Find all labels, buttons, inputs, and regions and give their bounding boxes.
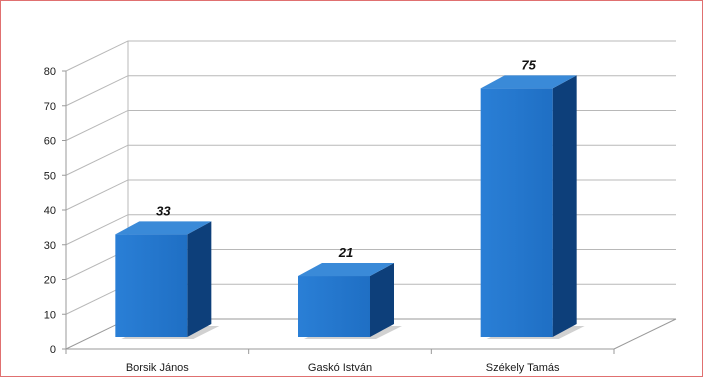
bar (298, 276, 370, 337)
gridline (65, 144, 676, 176)
x-tick-label: Székely Tamás (486, 362, 560, 374)
gridline (65, 75, 676, 107)
gridline (65, 40, 676, 72)
floor-right-edge (613, 318, 677, 350)
bar-top (115, 221, 212, 235)
bar-side (370, 263, 394, 337)
bar-top (480, 75, 577, 89)
y-tick-label: 50 (44, 170, 56, 182)
x-tick-label: Borsik János (126, 362, 189, 374)
labels-layer: 0 10 20 30 40 50 60 70 80 33 Borsik János 21 Gaskó I… (44, 57, 560, 374)
x-tick-label: Gaskó István (308, 362, 372, 374)
bar-top (298, 263, 394, 277)
y-tick-label: 30 (44, 240, 56, 252)
bars-layer (115, 75, 585, 339)
bar (115, 234, 188, 337)
y-tick-label: 60 (44, 136, 56, 148)
y-tick-label: 0 (50, 344, 56, 356)
gridline (65, 110, 676, 141)
bar (480, 88, 553, 337)
y-tick-label: 40 (44, 205, 56, 217)
data-label: 21 (338, 245, 353, 260)
bar-side (187, 221, 212, 337)
data-label: 75 (521, 57, 536, 72)
y-tick-label: 20 (44, 275, 56, 287)
data-label: 33 (156, 203, 171, 218)
y-tick-label: 70 (44, 101, 56, 113)
y-tick-label: 80 (44, 66, 56, 78)
y-tick-label: 10 (44, 309, 56, 321)
bar-side (552, 75, 577, 337)
